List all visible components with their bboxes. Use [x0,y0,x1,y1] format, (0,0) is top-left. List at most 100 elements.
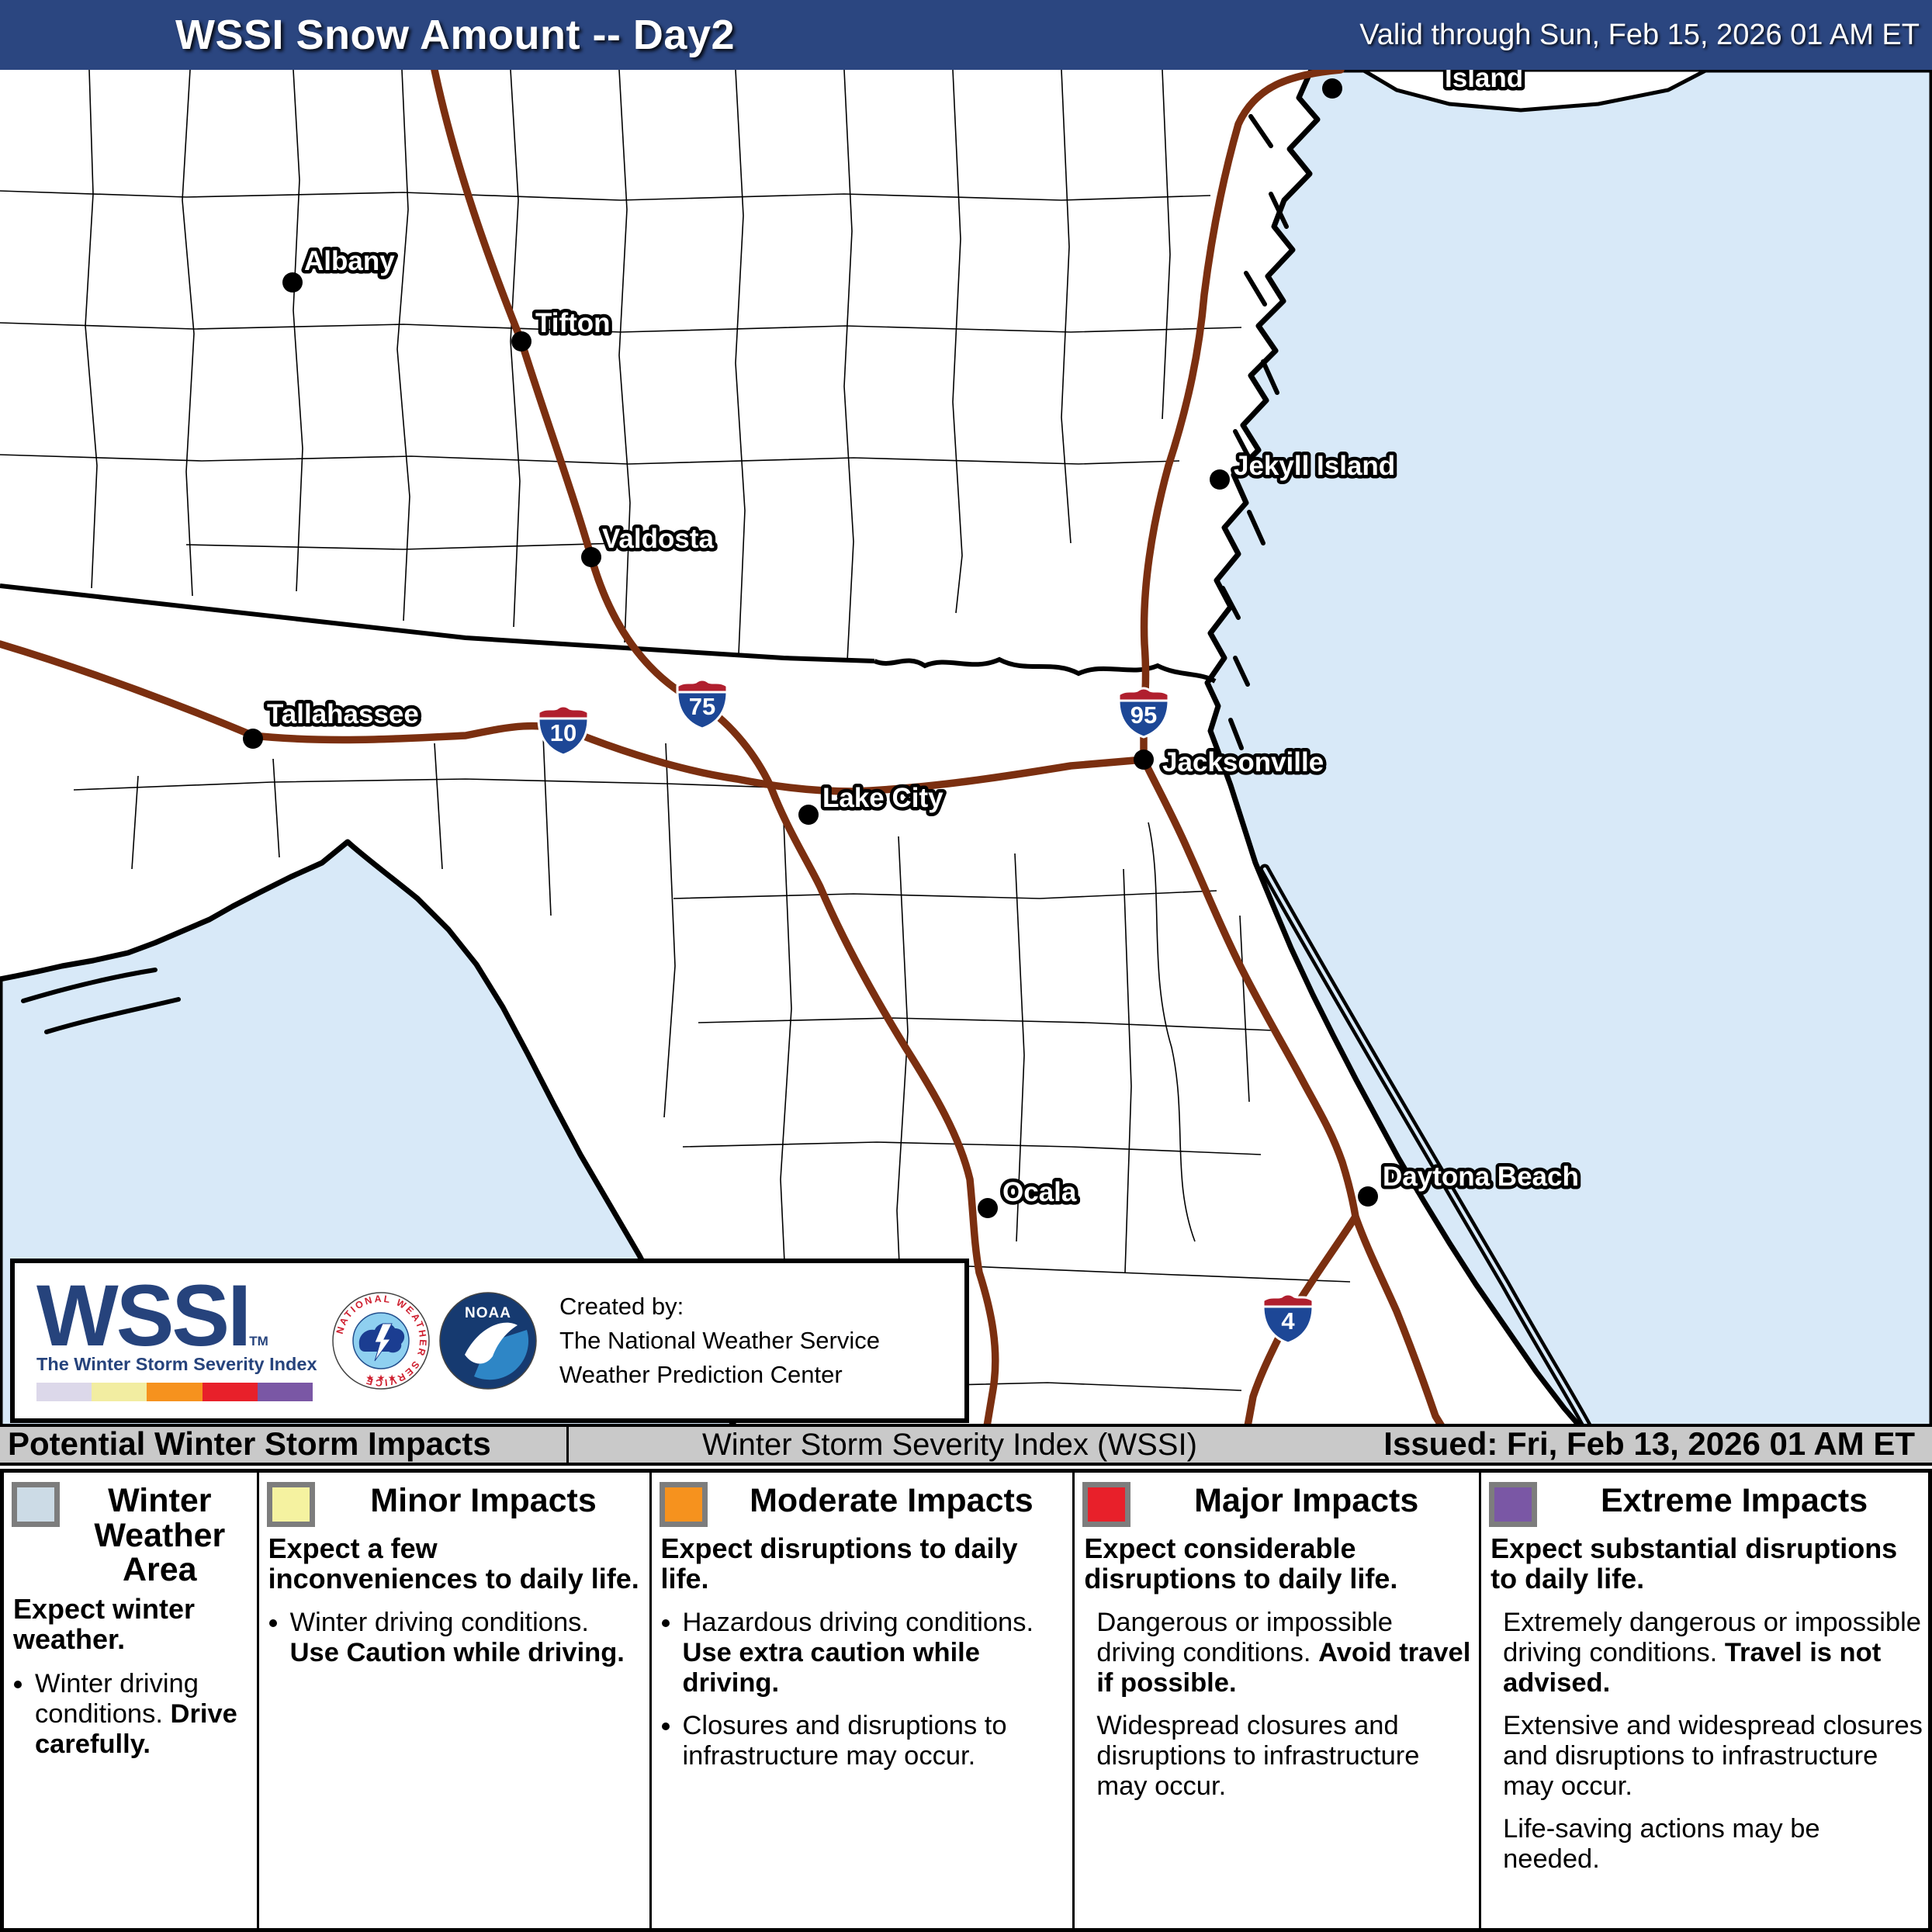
legend-column-header: Winter Weather Area [4,1473,257,1587]
city-dot [1358,1186,1378,1207]
interstate-roads [0,70,1446,1430]
fl-lagoon [1263,867,1591,1432]
city-label: Jacksonville [1162,747,1324,777]
legend-item-list: Extremely dangerous or impossible drivin… [1481,1608,1928,1875]
severity-strip-swatch [147,1383,203,1402]
valid-through-text: Valid through Sun, Feb 15, 2026 01 AM ET [1359,18,1920,51]
city-dot [282,272,303,293]
severity-strip-swatch [257,1383,313,1402]
state-boundary-river [873,656,1217,684]
legend-item-list: Hazardous driving conditions. Use extra … [652,1608,1073,1771]
legend-item-list: Winter driving conditions. Drive careful… [4,1669,257,1760]
noaa-text: NOAA [465,1305,511,1321]
legend-column-title: Winter Weather Area [94,1482,226,1589]
severity-strip-swatch [92,1383,147,1402]
shield-number: 75 [689,693,715,720]
city-dot [798,805,819,825]
severity-strip-swatch [202,1383,258,1402]
city-label: Tallahassee [267,699,419,729]
legend-lead-text: Expect a few inconveniences to daily lif… [268,1532,639,1595]
city-label: Ocala [1002,1177,1077,1207]
legend-column-title: Major Impacts [1194,1482,1419,1519]
wssi-wordmark: WSSI [36,1266,251,1364]
barrier-islets [21,114,1289,1034]
interstate-shields: 10 75 95 4 [537,678,1314,1345]
sea-island-land [1359,70,1709,113]
header-bar: WSSI Snow Amount -- Day2 Valid through S… [0,0,1932,70]
city-dot [511,331,531,351]
credit-text: Created by: The National Weather Service… [559,1290,880,1392]
legend-color-swatch [659,1482,708,1527]
city-label: Tifton [535,308,611,338]
city-dot [243,729,263,749]
legend-item: Winter driving conditions. Drive careful… [35,1669,252,1760]
wssi-tm: TM [249,1333,268,1349]
city-dot [1322,78,1342,99]
legend-item: Life-saving actions may be needed. [1503,1814,1820,1875]
wssi-logo: WSSITM The Winter Storm Severity Index [15,1272,325,1402]
legend-lead-text: Expect substantial disruptions to daily … [1491,1532,1898,1595]
nws-logo-icon: NATIONAL WEATHER SERVICE ★ ★ ★ [332,1292,430,1390]
legend-column-title: Moderate Impacts [750,1482,1034,1519]
legend-column-header: Moderate Impacts [652,1473,1073,1527]
interstate-shield-4: 4 [1262,1293,1314,1345]
impact-legend: Winter Weather Area Expect winter weathe… [0,1469,1932,1932]
interstate-shield-10: 10 [537,705,590,757]
legend-color-swatch [1489,1482,1538,1527]
legend-item: Winter driving conditions. Use Caution w… [290,1608,645,1668]
legend-item: Extremely dangerous or impossible drivin… [1503,1608,1921,1698]
city-label: Daytona Beach [1383,1162,1579,1192]
weather-map[interactable]: 10 75 95 4 Albany Tifton Valdosta Jekyll Islan… [0,70,1932,1432]
legend-column-header: Extreme Impacts [1481,1473,1928,1527]
legend-column-winter-weather-area: Winter Weather Area Expect winter weathe… [4,1473,259,1928]
legend-item: Hazardous driving conditions. Use extra … [683,1608,1068,1698]
state-boundary [0,583,875,663]
svg-text:★ ★ ★: ★ ★ ★ [366,1373,396,1383]
legend-column-header: Major Impacts [1075,1473,1479,1527]
city-label: Lake City [822,783,943,813]
city-label: Island [1445,70,1523,93]
org-line1: The National Weather Service [559,1326,880,1354]
city-label: Albany [304,246,395,276]
city-dot [1210,469,1230,490]
interstate-shield-95: 95 [1117,687,1170,739]
city-label: Valdosta [602,524,714,554]
shield-number: 95 [1130,701,1157,729]
interstate-shield-75: 75 [676,678,729,730]
page-title: WSSI Snow Amount -- Day2 [175,12,736,58]
status-bar: Potential Winter Storm Impacts Winter St… [0,1424,1932,1466]
legend-item: Extensive and widespread closures and di… [1503,1711,1923,1802]
legend-color-swatch [266,1482,315,1527]
legend-column-moderate-impacts: Moderate Impacts Expect disruptions to d… [652,1473,1075,1928]
severity-strip-swatch [36,1383,92,1402]
shield-number: 4 [1281,1307,1295,1335]
legend-item: Dangerous or impossible driving conditio… [1096,1608,1471,1698]
legend-color-swatch [12,1482,60,1527]
shield-number: 10 [550,719,576,746]
legend-color-swatch [1082,1482,1131,1527]
legend-column-title: Minor Impacts [370,1482,597,1519]
legend-item-list: Winter driving conditions. Use Caution w… [259,1608,649,1668]
county-boundaries [0,70,1351,1391]
road-i75 [431,70,999,1430]
legend-column-title: Extreme Impacts [1600,1482,1868,1519]
legend-item: Closures and disruptions to infrastructu… [683,1711,1068,1771]
city-markers: Albany Tifton Valdosta Jekyll Island Tallaha… [243,70,1582,1218]
legend-item-list: Dangerous or impossible driving conditio… [1075,1608,1479,1802]
status-bar-subtitle: Winter Storm Severity Index (WSSI) [702,1428,1197,1462]
wssi-tagline: The Winter Storm Severity Index [36,1354,317,1375]
city-dot [978,1198,998,1218]
status-bar-title: Potential Winter Storm Impacts [0,1427,569,1463]
city-dot [1134,750,1154,770]
legend-lead-text: Expect winter weather. [13,1593,196,1656]
city-label: Jekyll Island [1234,451,1395,481]
legend-column-extreme-impacts: Extreme Impacts Expect substantial disru… [1481,1473,1928,1928]
city-dot [581,547,601,567]
legend-column-minor-impacts: Minor Impacts Expect a few inconvenience… [259,1473,652,1928]
created-by-line: Created by: [559,1292,684,1320]
legend-column-major-impacts: Major Impacts Expect considerable disrup… [1075,1473,1482,1928]
legend-column-header: Minor Impacts [259,1473,649,1527]
legend-item: Widespread closures and disruptions to i… [1096,1711,1420,1802]
legend-lead-text: Expect disruptions to daily life. [660,1532,1018,1595]
